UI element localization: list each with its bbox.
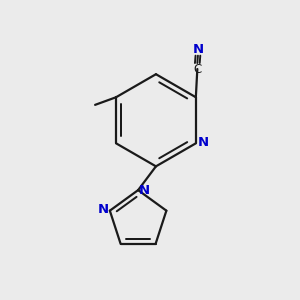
Text: N: N	[192, 43, 203, 56]
Text: N: N	[98, 203, 109, 216]
Text: N: N	[139, 184, 150, 196]
Text: N: N	[198, 136, 209, 149]
Text: C: C	[193, 62, 202, 76]
